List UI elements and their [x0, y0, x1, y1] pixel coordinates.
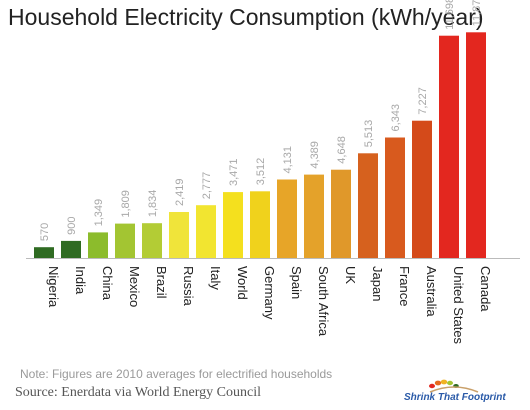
bar-nigeria [34, 247, 54, 258]
footprint-icon [429, 379, 479, 393]
bar-mexico [115, 223, 135, 258]
bar-japan [358, 153, 378, 258]
value-label: 11,698 [444, 0, 456, 30]
category-label: Spain [289, 266, 304, 299]
category-label: UK [343, 266, 358, 284]
bar-canada [466, 32, 486, 258]
value-label: 4,389 [309, 141, 321, 169]
category-label: China [100, 266, 115, 301]
bar-world [223, 192, 243, 258]
bar-australia [412, 120, 432, 258]
chart-source: Source: Enerdata via World Energy Counci… [15, 385, 262, 400]
bar-south-africa [304, 174, 324, 258]
bar-russia [169, 212, 189, 258]
bar-uk [331, 169, 351, 258]
value-label: 5,513 [363, 120, 375, 148]
value-label: 6,343 [390, 104, 402, 132]
category-label: India [73, 266, 88, 295]
value-label: 3,471 [228, 159, 240, 187]
value-label: 1,834 [147, 190, 159, 218]
value-label: 7,227 [417, 87, 429, 115]
category-label: Canada [478, 266, 493, 312]
value-label: 11,879 [471, 0, 483, 26]
bar-france [385, 137, 405, 258]
chart-note: Note: Figures are 2010 averages for elec… [20, 367, 333, 381]
bar-china [88, 232, 108, 258]
category-label: World [235, 266, 250, 300]
category-label: South Africa [316, 266, 331, 337]
value-label: 4,131 [282, 146, 294, 174]
category-label: Australia [424, 266, 439, 317]
category-label: Germany [262, 266, 277, 320]
bar-germany [250, 191, 270, 258]
value-label: 2,419 [174, 179, 186, 207]
value-label: 4,648 [336, 136, 348, 164]
brand-logo: Shrink That Footprint [394, 378, 524, 404]
brand-name: Shrink That Footprint [404, 392, 506, 403]
bar-spain [277, 179, 297, 258]
category-label: Japan [370, 266, 385, 301]
value-label: 900 [66, 217, 78, 235]
bar-italy [196, 205, 216, 258]
bar-united-states [439, 35, 459, 259]
category-label: Brazil [154, 266, 169, 299]
chart-title: Household Electricity Consumption (kWh/y… [8, 4, 484, 30]
category-label: Italy [208, 266, 223, 290]
category-label: Mexico [127, 266, 142, 307]
value-label: 2,777 [201, 172, 213, 200]
category-label: Russia [181, 266, 196, 307]
bar-india [61, 240, 81, 258]
category-label: France [397, 266, 412, 306]
value-label: 3,512 [255, 158, 267, 186]
category-label: Nigeria [46, 266, 61, 308]
value-label: 570 [39, 223, 51, 241]
value-label: 1,809 [120, 190, 132, 218]
category-label: United States [451, 266, 466, 345]
value-label: 1,349 [93, 199, 105, 227]
bar-brazil [142, 223, 162, 258]
